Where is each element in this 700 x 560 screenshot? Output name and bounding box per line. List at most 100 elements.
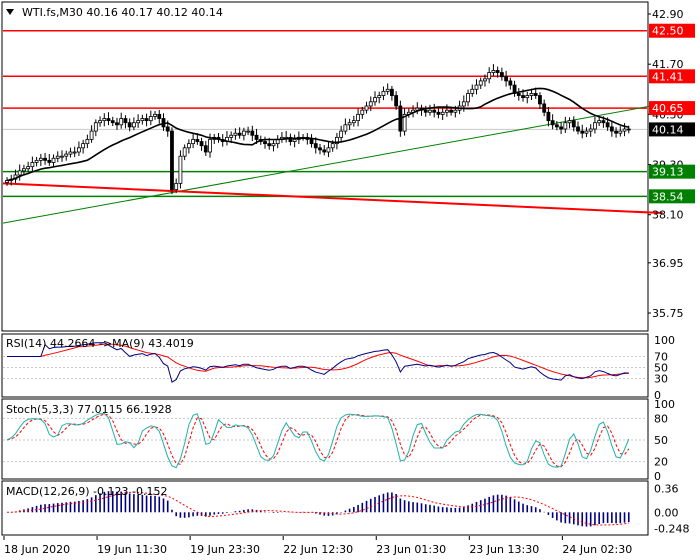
candle[interactable] [436,108,441,119]
candle[interactable] [119,112,124,129]
candle[interactable] [546,106,551,127]
candle[interactable] [55,151,60,163]
candle[interactable] [542,99,547,117]
candle[interactable] [157,110,162,124]
candle[interactable] [85,134,90,149]
candle[interactable] [136,114,141,128]
candle[interactable] [368,96,373,112]
candle[interactable] [373,91,377,106]
candle[interactable] [339,125,344,142]
candle[interactable] [335,133,339,150]
candle[interactable] [550,114,555,130]
candle[interactable] [127,118,132,132]
candle[interactable] [51,154,56,168]
candle[interactable] [30,156,35,172]
candle[interactable] [106,112,111,126]
candle[interactable] [102,113,107,127]
candle[interactable] [428,104,432,116]
candle[interactable] [483,74,487,87]
candle[interactable] [508,77,513,90]
candle[interactable] [318,143,322,155]
candle[interactable] [38,153,43,167]
candle[interactable] [381,86,386,101]
candle[interactable] [525,91,530,104]
candle[interactable] [288,133,293,146]
candle[interactable] [263,136,267,149]
candle[interactable] [487,67,492,84]
candle[interactable] [64,150,69,161]
candle[interactable] [584,127,589,138]
candle[interactable] [609,120,614,137]
candle[interactable] [313,137,318,154]
candle[interactable] [394,91,399,110]
candle[interactable] [597,117,602,127]
candle[interactable] [199,137,204,151]
candle[interactable] [360,106,365,119]
candle[interactable] [47,154,52,166]
candle[interactable] [593,116,597,134]
candle[interactable] [618,126,623,137]
resistance-trendline[interactable] [2,182,663,215]
candle[interactable] [5,177,9,186]
candle[interactable] [466,89,470,107]
candle[interactable] [98,116,102,127]
candle[interactable] [377,91,382,104]
candle[interactable] [423,105,428,117]
candle[interactable] [191,134,196,149]
candle[interactable] [34,157,39,167]
candle[interactable] [576,121,580,135]
candle[interactable] [115,117,119,130]
candle[interactable] [148,110,153,126]
candle[interactable] [622,123,627,137]
candle[interactable] [495,66,500,78]
candle[interactable] [322,145,327,156]
candle[interactable] [326,141,331,158]
candle[interactable] [182,144,187,161]
candle[interactable] [364,101,369,114]
candle[interactable] [237,127,242,139]
candle[interactable] [271,140,276,152]
candle[interactable] [131,117,136,131]
candle[interactable] [93,119,98,137]
candle[interactable] [140,114,145,125]
candle[interactable] [250,125,255,141]
candle[interactable] [309,134,314,148]
candle[interactable] [491,64,496,76]
candle[interactable] [43,152,47,165]
candle[interactable] [499,67,504,81]
candle[interactable] [89,125,94,143]
candle[interactable] [26,161,31,173]
candle[interactable] [22,164,26,176]
candle[interactable] [241,127,246,141]
candle[interactable] [77,141,81,156]
candle[interactable] [554,120,559,131]
candle[interactable] [186,139,191,154]
candle[interactable] [440,107,445,121]
candle[interactable] [68,147,73,158]
candle[interactable] [351,115,356,127]
candle[interactable] [178,150,183,189]
macd-panel[interactable]: 0.36 0.00 -0.248 MACD(12,26,9) -0.123 -0.1… [1,480,689,536]
candle[interactable] [390,85,394,101]
candle[interactable] [292,134,297,148]
candle[interactable] [144,113,149,127]
collapse-triangle-icon[interactable] [6,9,14,15]
candle[interactable] [504,70,509,87]
candle[interactable] [385,83,390,95]
candle[interactable] [402,108,407,136]
candle[interactable] [123,115,128,129]
candle[interactable] [17,164,22,181]
candle[interactable] [174,178,179,193]
candle[interactable] [516,88,521,101]
candle[interactable] [571,116,576,132]
candle[interactable] [233,128,238,140]
candle[interactable] [110,116,115,127]
candle[interactable] [246,126,250,136]
candle[interactable] [559,122,563,135]
candle[interactable] [474,79,479,95]
candle[interactable] [614,127,618,138]
candle[interactable] [72,146,77,158]
